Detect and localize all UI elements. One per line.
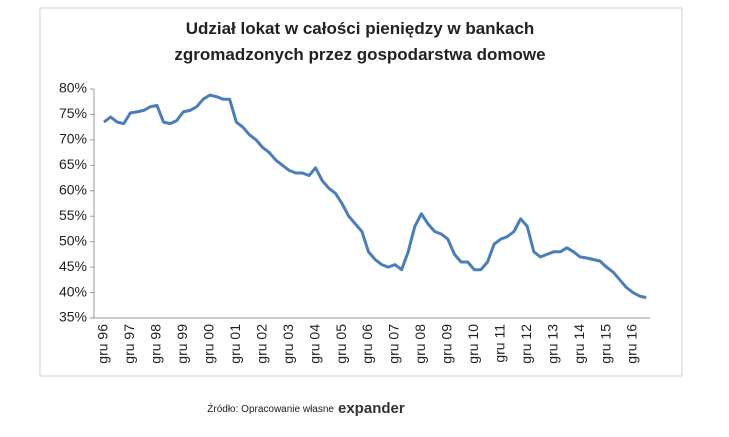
chart-title: Udział lokat w całości pieniędzy w banka… <box>186 19 535 38</box>
data-line <box>103 93 647 300</box>
x-tick-label: gru 05 <box>333 324 349 364</box>
y-tick-label: 60% <box>59 181 87 197</box>
y-tick-label: 45% <box>59 258 87 274</box>
x-tick-label: gru 16 <box>624 324 640 364</box>
x-tick-label: gru 01 <box>227 324 243 364</box>
chart-title: zgromadzonych przez gospodarstwa domowe <box>174 45 545 64</box>
y-tick-label: 50% <box>59 232 87 248</box>
y-tick-label: 70% <box>59 131 87 147</box>
x-tick-label: gru 10 <box>465 324 481 364</box>
x-tick-label: gru 15 <box>597 324 613 364</box>
x-tick-label: gru 14 <box>571 324 587 364</box>
y-tick-label: 55% <box>59 207 87 223</box>
y-tick-label: 35% <box>59 309 87 325</box>
chart-frame <box>39 7 683 377</box>
x-tick-label: gru 98 <box>148 324 164 364</box>
x-tick-label: gru 13 <box>544 324 560 364</box>
x-tick-label: gru 02 <box>253 324 269 364</box>
x-tick-label: gru 99 <box>174 324 190 364</box>
logo: expander <box>338 400 405 417</box>
x-tick-label: gru 11 <box>491 324 507 363</box>
x-tick-label: gru 00 <box>201 324 217 364</box>
x-tick-label: gru 03 <box>280 324 296 364</box>
x-tick-label: gru 09 <box>439 324 455 364</box>
y-tick-label: 40% <box>59 283 87 299</box>
y-tick-label: 65% <box>59 156 87 172</box>
x-tick-label: gru 07 <box>386 324 402 364</box>
x-tick-label: gru 04 <box>306 324 322 364</box>
x-tick-label: gru 08 <box>412 324 428 364</box>
x-tick-label: gru 12 <box>518 324 534 364</box>
source-note: Źródło: Opracowanie własne <box>207 402 334 415</box>
y-tick-label: 75% <box>59 105 87 121</box>
x-tick-label: gru 96 <box>95 324 111 364</box>
y-tick-label: 80% <box>59 80 87 96</box>
x-tick-label: gru 06 <box>359 324 375 364</box>
x-tick-label: gru 97 <box>121 324 137 364</box>
